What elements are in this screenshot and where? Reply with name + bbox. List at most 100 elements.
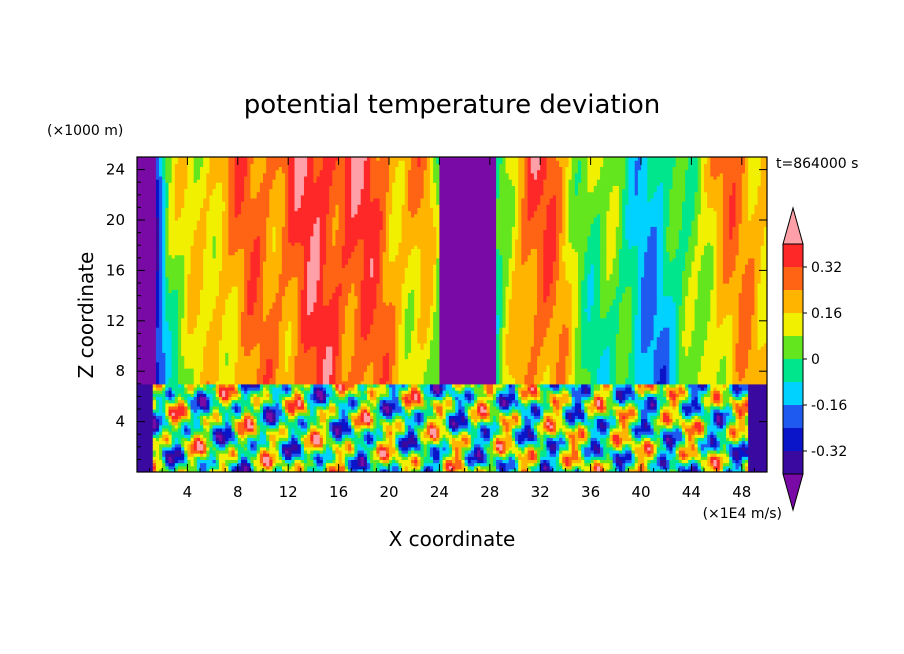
field-cell: [685, 421, 692, 426]
field-cell: [159, 446, 163, 451]
field-cell: [297, 446, 302, 451]
field-cell: [691, 399, 699, 404]
field-cell: [518, 418, 522, 423]
field-cell: [285, 399, 296, 404]
field-cell: [177, 333, 182, 338]
field-cell: [609, 393, 614, 397]
field-cell: [307, 396, 311, 401]
field-cell: [653, 333, 661, 338]
field-cell: [511, 437, 516, 442]
field-cell: [726, 449, 730, 454]
field-cell: [155, 421, 160, 426]
field-cell: [713, 440, 718, 445]
field-cell: [691, 465, 696, 470]
field-cell: [341, 443, 346, 448]
field-cell: [184, 468, 188, 472]
field-cell: [398, 355, 406, 360]
field-cell: [741, 409, 749, 413]
field-cell: [266, 317, 283, 322]
field-cell: [159, 377, 166, 382]
field-cell: [647, 462, 652, 467]
field-cell: [681, 402, 692, 407]
field-cell: [502, 443, 507, 448]
field-cell: [297, 468, 302, 472]
field-cell: [373, 421, 377, 426]
field-cell: [177, 346, 182, 350]
field-cell: [222, 336, 239, 341]
field-cell: [716, 440, 721, 445]
field-cell: [414, 465, 418, 470]
field-cell: [521, 399, 529, 404]
field-cell: [203, 358, 220, 363]
field-cell: [486, 424, 500, 429]
field-cell: [505, 323, 510, 328]
field-cell: [641, 462, 645, 467]
field-cell: [426, 333, 434, 338]
field-cell: [555, 399, 560, 404]
field-cell: [546, 368, 551, 372]
field-cell: [357, 459, 362, 464]
field-cell: [555, 424, 566, 429]
field-cell: [659, 405, 664, 410]
field-cell: [461, 462, 466, 467]
field-cell: [200, 396, 207, 401]
field-cell: [177, 424, 182, 429]
field-cell: [653, 421, 658, 426]
field-cell: [275, 399, 280, 404]
field-cell: [685, 346, 689, 350]
field-cell: [593, 453, 604, 457]
field-cell: [552, 427, 557, 432]
field-cell: [360, 402, 368, 407]
field-cell: [565, 364, 573, 369]
field-cell: [228, 440, 233, 445]
field-cell: [530, 412, 535, 416]
field-cell: [155, 396, 163, 401]
field-cell: [288, 418, 296, 423]
field-cell: [628, 418, 636, 423]
field-cell: [653, 336, 658, 341]
field-cell: [159, 317, 163, 322]
field-cell: [433, 402, 444, 407]
field-cell: [555, 427, 560, 432]
field-cell: [732, 320, 740, 325]
field-cell: [389, 361, 396, 366]
field-cell: [326, 390, 333, 394]
field-cell: [269, 383, 277, 388]
field-cell: [681, 459, 689, 464]
field-cell: [389, 402, 396, 407]
field-cell: [237, 449, 251, 454]
field-cell: [675, 465, 680, 470]
field-cell: [678, 323, 686, 328]
field-cell: [489, 409, 500, 413]
field-cell: [291, 465, 296, 470]
field-cell: [685, 453, 689, 457]
field-cell: [395, 336, 400, 341]
field-cell: [634, 358, 655, 363]
field-cell: [294, 390, 299, 394]
field-cell: [181, 336, 207, 341]
field-cell: [641, 393, 645, 397]
field-cell: [322, 368, 333, 372]
field-cell: [366, 336, 396, 341]
field-cell: [398, 342, 406, 347]
field-cell: [748, 437, 767, 442]
field-cell: [666, 453, 677, 457]
field-cell: [196, 465, 201, 470]
field-cell: [240, 459, 248, 464]
field-cell: [225, 361, 229, 366]
field-cell: [461, 402, 466, 407]
field-cell: [259, 358, 267, 363]
field-cell: [389, 383, 396, 388]
field-cell: [187, 323, 198, 328]
field-cell: [436, 437, 440, 442]
field-cell: [738, 434, 743, 438]
field-cell: [675, 364, 680, 369]
field-cell: [606, 418, 617, 423]
field-cell: [735, 431, 740, 435]
field-cell: [288, 358, 296, 363]
field-cell: [710, 412, 715, 416]
field-cell: [193, 446, 198, 451]
field-cell: [401, 383, 406, 388]
field-cell: [505, 424, 510, 429]
field-cell: [672, 415, 683, 420]
